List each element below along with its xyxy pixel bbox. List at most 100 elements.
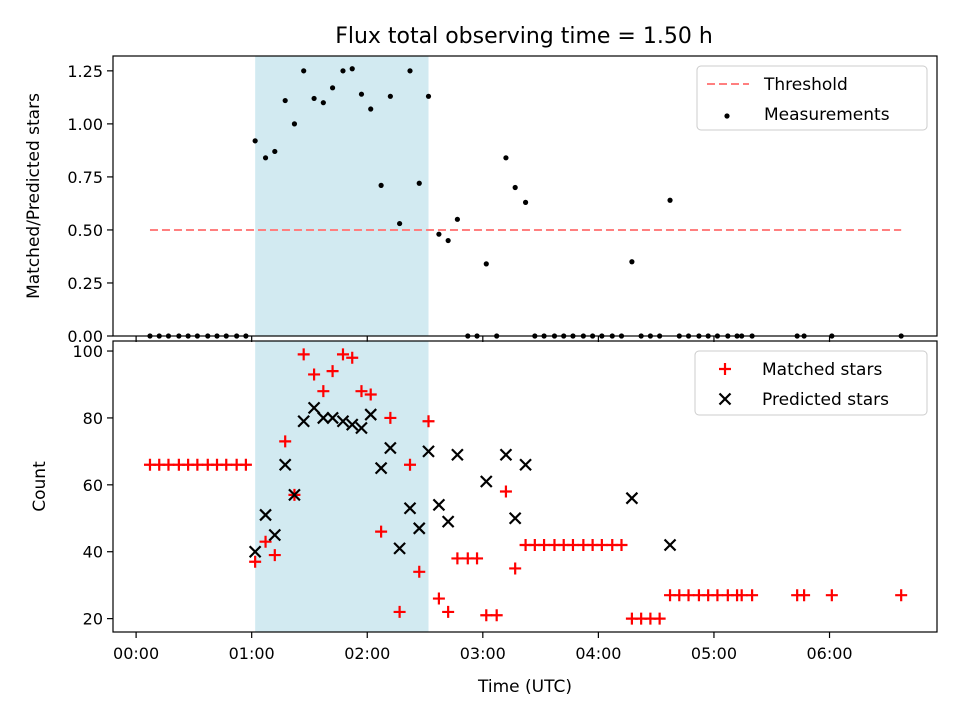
bottom-ytick-label: 60 <box>83 476 103 495</box>
matched-star-marker <box>239 458 252 471</box>
matched-star-marker <box>509 562 522 575</box>
predicted-star-marker <box>393 542 406 555</box>
matched-star-marker <box>538 539 551 552</box>
top-axes-frame <box>112 55 938 337</box>
matched-star-marker <box>825 589 838 602</box>
top-ytick-label: 0.25 <box>67 274 103 293</box>
matched-star-marker <box>711 589 724 602</box>
predicted-star-marker <box>297 414 310 428</box>
predicted-star-marker <box>663 538 677 552</box>
matched-star-marker <box>653 612 666 625</box>
xlabel: Time (UTC) <box>477 677 572 697</box>
measurement-point <box>301 68 307 74</box>
matched-star-marker <box>422 415 435 428</box>
top-ytick-label: 0.50 <box>67 221 103 240</box>
matched-star-marker <box>595 539 608 552</box>
top-legend: Threshold Measurements <box>696 65 928 131</box>
measurement-point <box>454 216 460 222</box>
matched-star-marker <box>191 458 204 471</box>
predicted-star-marker <box>432 498 446 512</box>
predicted-star-marker <box>259 508 272 522</box>
matched-star-marker <box>364 388 377 401</box>
matched-star-marker <box>480 609 493 622</box>
measurement-point <box>512 184 518 191</box>
measurement-point <box>522 199 529 205</box>
top-ytick-label: 1.00 <box>67 115 103 134</box>
predicted-star-marker <box>248 545 262 559</box>
bottom-xtick-label: 04:00 <box>575 644 621 663</box>
measurement-point <box>329 85 336 91</box>
predicted-star-marker <box>441 515 455 528</box>
predicted-star-marker <box>499 448 513 462</box>
matched-star-marker <box>297 348 310 361</box>
matched-star-marker <box>249 555 262 568</box>
top-ytick-label: 0.00 <box>67 327 103 346</box>
predicted-star-marker <box>345 418 359 431</box>
measurement-point <box>416 180 422 186</box>
measurement-point <box>483 261 489 267</box>
predicted-star-marker <box>336 414 350 428</box>
top-ylabel: Matched/Predicted stars <box>24 93 44 299</box>
matched-star-marker <box>490 609 503 622</box>
measurement-point <box>349 66 355 72</box>
matched-star-marker <box>451 552 464 565</box>
matched-star-marker <box>895 589 908 602</box>
matched-star-marker <box>432 592 445 605</box>
series-matched-stars <box>143 348 908 625</box>
matched-star-marker <box>404 458 417 471</box>
matched-star-marker <box>393 605 406 618</box>
bottom-ylabel: Count <box>30 461 50 512</box>
top-legend-box <box>696 65 928 131</box>
measurement-point <box>436 231 442 237</box>
matched-star-marker <box>355 385 368 398</box>
measurement-point <box>378 182 384 188</box>
bottom-data <box>143 348 908 625</box>
predicted-star-marker <box>451 448 464 462</box>
matched-star-marker <box>336 348 349 361</box>
measurement-point <box>311 95 317 102</box>
predicted-star-marker <box>508 511 522 525</box>
bottom-axes-frame <box>112 340 938 633</box>
matched-star-marker <box>442 605 455 618</box>
legend-measurement-swatch <box>724 113 730 119</box>
predicted-star-marker <box>307 401 321 415</box>
matched-star-marker <box>384 411 397 424</box>
bottom-ytick-label: 40 <box>83 543 103 562</box>
measurement-point <box>667 197 673 203</box>
measurement-point <box>282 97 288 104</box>
measurement-point <box>272 148 278 155</box>
predicted-star-marker <box>403 501 417 515</box>
predicted-star-marker <box>625 491 639 505</box>
bottom-xtick-label: 02:00 <box>344 644 390 663</box>
matched-star-marker <box>268 549 281 562</box>
matched-star-marker <box>566 539 579 552</box>
predicted-star-marker <box>317 411 330 425</box>
measurement-point <box>629 259 635 265</box>
series-predicted-stars <box>248 401 677 559</box>
bottom-xtick-label: 05:00 <box>691 644 737 663</box>
matched-star-marker <box>375 525 388 538</box>
matched-star-marker <box>162 458 175 471</box>
measurement-point <box>503 155 509 161</box>
measurement-point <box>445 237 451 244</box>
predicted-star-marker <box>519 458 532 472</box>
predicted-star-marker <box>268 528 282 542</box>
measurement-point <box>262 155 269 161</box>
legend-predicted-swatch <box>718 392 732 406</box>
bottom-xtick-label: 06:00 <box>806 644 852 663</box>
measurement-point <box>368 106 374 112</box>
predicted-star-marker <box>374 461 388 475</box>
predicted-star-marker <box>384 441 397 455</box>
bottom-ytick-label: 20 <box>83 610 103 629</box>
bottom-legend-label: Predicted stars <box>762 390 889 410</box>
matched-star-marker <box>308 368 321 381</box>
measurement-point <box>340 68 346 74</box>
predicted-star-marker <box>288 488 301 502</box>
predicted-star-marker <box>412 522 426 535</box>
matched-star-marker <box>798 589 811 602</box>
matched-star-marker <box>279 435 292 448</box>
matched-star-marker <box>499 485 512 498</box>
measurement-point <box>387 93 393 99</box>
predicted-star-marker <box>326 411 339 425</box>
